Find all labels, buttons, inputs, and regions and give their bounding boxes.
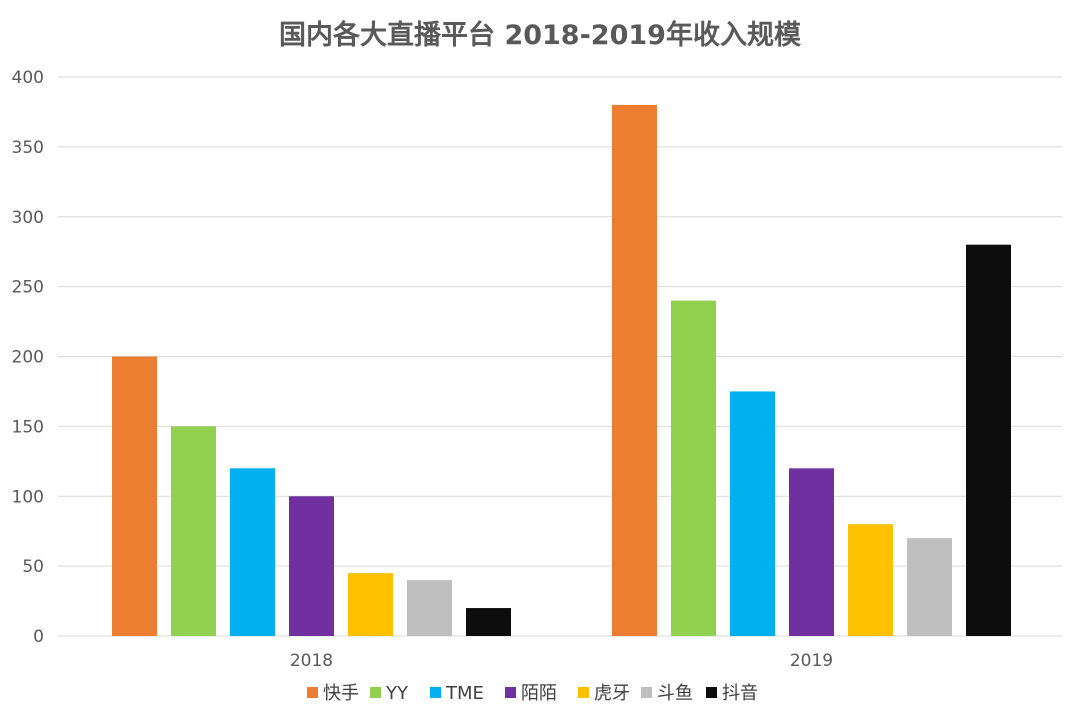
bar-陌陌-2019 (789, 468, 834, 636)
bar-TME-2019 (730, 391, 775, 636)
y-tick-label: 300 (12, 208, 44, 228)
bar-YY-2019 (671, 300, 716, 636)
y-tick-label: 200 (12, 348, 44, 368)
x-category-label: 2018 (290, 651, 333, 671)
bar-YY-2018 (171, 426, 216, 636)
bar-快手-2018 (112, 356, 157, 636)
chart-title: 国内各大直播平台 2018-2019年收入规模 (279, 19, 801, 51)
bar-陌陌-2018 (289, 496, 334, 636)
legend-swatch (578, 687, 589, 698)
legend-swatch (370, 687, 381, 698)
legend-label: 虎牙 (594, 683, 630, 704)
y-tick-label: 250 (12, 278, 44, 298)
y-tick-label: 0 (33, 627, 44, 647)
legend-swatch (505, 687, 516, 698)
legend-label: 抖音 (722, 683, 758, 704)
bar-抖音-2019 (966, 244, 1011, 636)
bars (112, 104, 1011, 636)
x-category-label: 2019 (790, 651, 833, 671)
x-axis-categories: 2018 2019 (290, 651, 833, 671)
legend-label: 陌陌 (521, 683, 557, 704)
bar-抖音-2018 (466, 608, 511, 636)
bar-虎牙-2018 (348, 573, 393, 636)
bar-斗鱼-2018 (407, 580, 452, 636)
legend-label: 快手 (323, 683, 359, 704)
bar-TME-2018 (230, 468, 275, 636)
legend-label: YY (385, 683, 409, 704)
y-tick-label: 50 (22, 557, 44, 577)
legend: 快手 YY TME 陌陌 虎牙 斗鱼 抖音 (307, 683, 758, 704)
y-tick-label: 350 (12, 138, 44, 158)
y-tick-label: 100 (12, 487, 44, 507)
legend-swatch (706, 687, 717, 698)
bar-虎牙-2019 (848, 524, 893, 636)
legend-swatch (430, 687, 441, 698)
legend-label: TME (445, 683, 484, 704)
y-tick-label: 150 (12, 417, 44, 437)
grid-layer (58, 76, 1062, 637)
legend-label: 斗鱼 (657, 683, 693, 704)
bar-快手-2019 (612, 104, 657, 636)
legend-swatch (641, 687, 652, 698)
y-tick-label: 400 (12, 68, 44, 88)
y-axis-ticks: 0 50 100 150 200 250 300 350 400 (12, 68, 44, 647)
legend-swatch (307, 687, 318, 698)
bar-斗鱼-2019 (907, 538, 952, 636)
